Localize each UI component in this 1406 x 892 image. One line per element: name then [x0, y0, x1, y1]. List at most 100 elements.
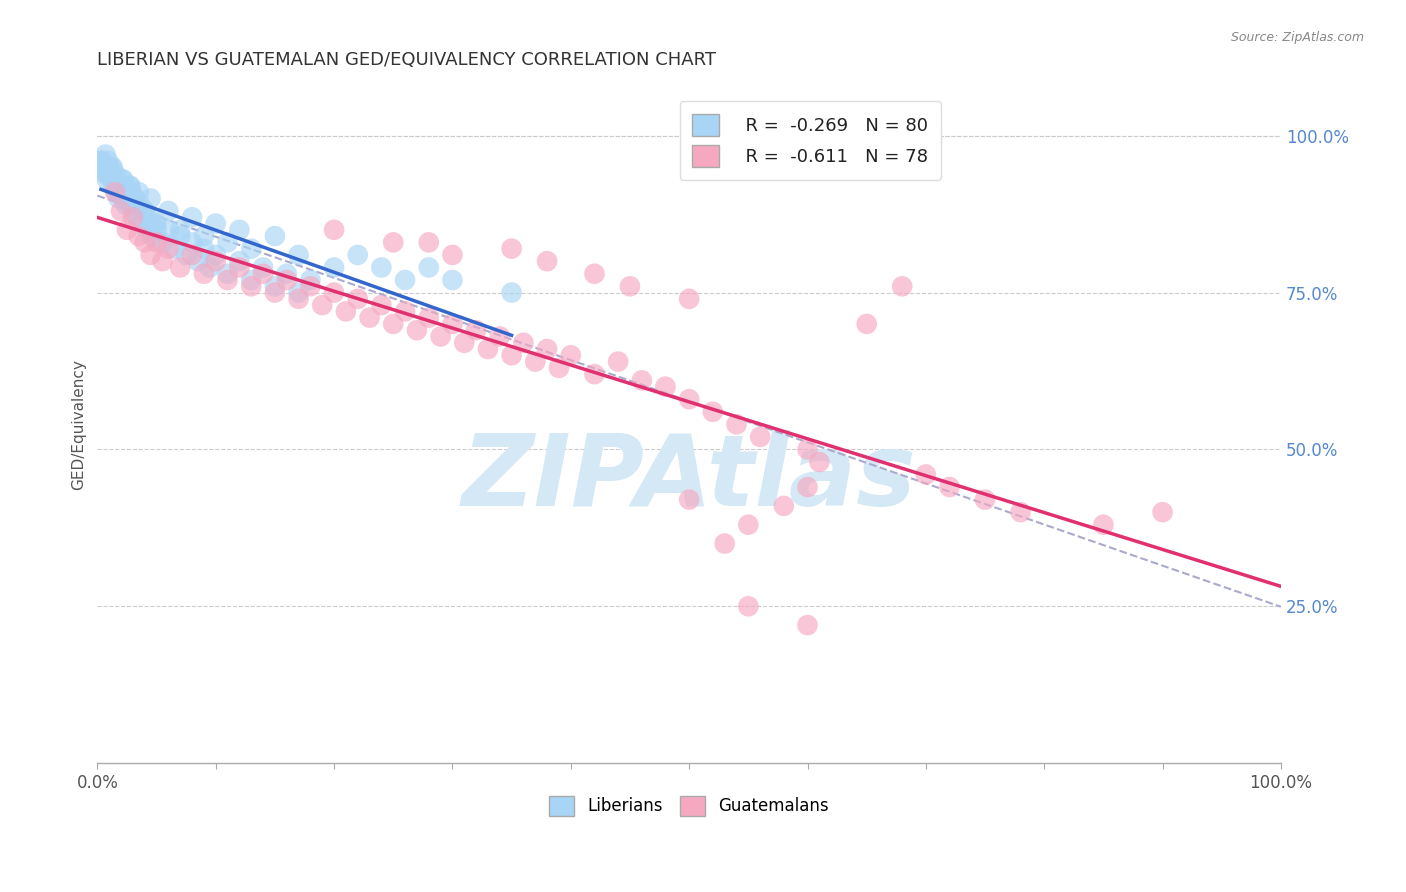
- Point: [121, 185, 143, 199]
- Point: [619, 279, 641, 293]
- Point: [429, 329, 451, 343]
- Point: [193, 267, 215, 281]
- Point: [157, 223, 180, 237]
- Point: [607, 354, 630, 368]
- Point: [104, 166, 127, 180]
- Point: [311, 298, 333, 312]
- Point: [228, 260, 250, 275]
- Point: [406, 323, 429, 337]
- Point: [737, 599, 759, 614]
- Point: [287, 292, 309, 306]
- Point: [465, 323, 488, 337]
- Point: [394, 273, 416, 287]
- Point: [121, 204, 143, 219]
- Point: [441, 317, 464, 331]
- Point: [152, 254, 174, 268]
- Point: [91, 153, 114, 168]
- Point: [128, 185, 150, 199]
- Point: [441, 273, 464, 287]
- Point: [163, 242, 186, 256]
- Point: [104, 185, 127, 199]
- Point: [114, 198, 136, 212]
- Point: [181, 211, 204, 225]
- Point: [346, 248, 368, 262]
- Point: [796, 480, 818, 494]
- Point: [287, 285, 309, 300]
- Point: [145, 217, 167, 231]
- Point: [204, 254, 226, 268]
- Point: [112, 191, 135, 205]
- Point: [583, 367, 606, 381]
- Point: [124, 198, 146, 212]
- Point: [678, 292, 700, 306]
- Point: [323, 223, 346, 237]
- Point: [124, 191, 146, 205]
- Text: LIBERIAN VS GUATEMALAN GED/EQUIVALENCY CORRELATION CHART: LIBERIAN VS GUATEMALAN GED/EQUIVALENCY C…: [97, 51, 716, 69]
- Point: [276, 273, 298, 287]
- Point: [370, 260, 392, 275]
- Point: [134, 204, 156, 219]
- Point: [264, 279, 287, 293]
- Point: [139, 191, 162, 205]
- Point: [335, 304, 357, 318]
- Point: [110, 185, 132, 199]
- Point: [1010, 505, 1032, 519]
- Text: Source: ZipAtlas.com: Source: ZipAtlas.com: [1230, 31, 1364, 45]
- Point: [240, 242, 263, 256]
- Point: [240, 279, 263, 293]
- Point: [228, 223, 250, 237]
- Point: [136, 223, 159, 237]
- Point: [117, 191, 139, 205]
- Point: [90, 153, 112, 168]
- Point: [382, 235, 405, 250]
- Point: [120, 178, 142, 193]
- Point: [749, 430, 772, 444]
- Point: [120, 198, 142, 212]
- Point: [323, 260, 346, 275]
- Point: [512, 335, 534, 350]
- Point: [654, 379, 676, 393]
- Point: [115, 223, 138, 237]
- Point: [107, 172, 129, 186]
- Point: [737, 517, 759, 532]
- Point: [796, 618, 818, 632]
- Point: [359, 310, 381, 325]
- Point: [174, 248, 197, 262]
- Point: [96, 166, 118, 180]
- Point: [264, 285, 287, 300]
- Point: [143, 217, 166, 231]
- Point: [252, 260, 274, 275]
- Point: [891, 279, 914, 293]
- Point: [264, 229, 287, 244]
- Point: [157, 242, 180, 256]
- Text: ZIPAtlas: ZIPAtlas: [461, 430, 917, 527]
- Point: [346, 292, 368, 306]
- Point: [157, 204, 180, 219]
- Point: [91, 160, 114, 174]
- Point: [630, 373, 652, 387]
- Point: [560, 348, 582, 362]
- Point: [418, 235, 440, 250]
- Point: [139, 248, 162, 262]
- Point: [129, 198, 152, 212]
- Point: [181, 248, 204, 262]
- Point: [169, 229, 191, 244]
- Point: [477, 342, 499, 356]
- Point: [524, 354, 547, 368]
- Point: [141, 229, 163, 244]
- Y-axis label: GED/Equivalency: GED/Equivalency: [72, 359, 86, 490]
- Point: [96, 172, 118, 186]
- Point: [104, 172, 127, 186]
- Legend: Liberians, Guatemalans: Liberians, Guatemalans: [543, 789, 835, 822]
- Point: [240, 273, 263, 287]
- Point: [536, 342, 558, 356]
- Point: [217, 273, 239, 287]
- Point: [974, 492, 997, 507]
- Point: [112, 172, 135, 186]
- Point: [169, 260, 191, 275]
- Point: [105, 185, 128, 199]
- Point: [938, 480, 960, 494]
- Point: [97, 153, 120, 168]
- Point: [193, 229, 215, 244]
- Point: [217, 235, 239, 250]
